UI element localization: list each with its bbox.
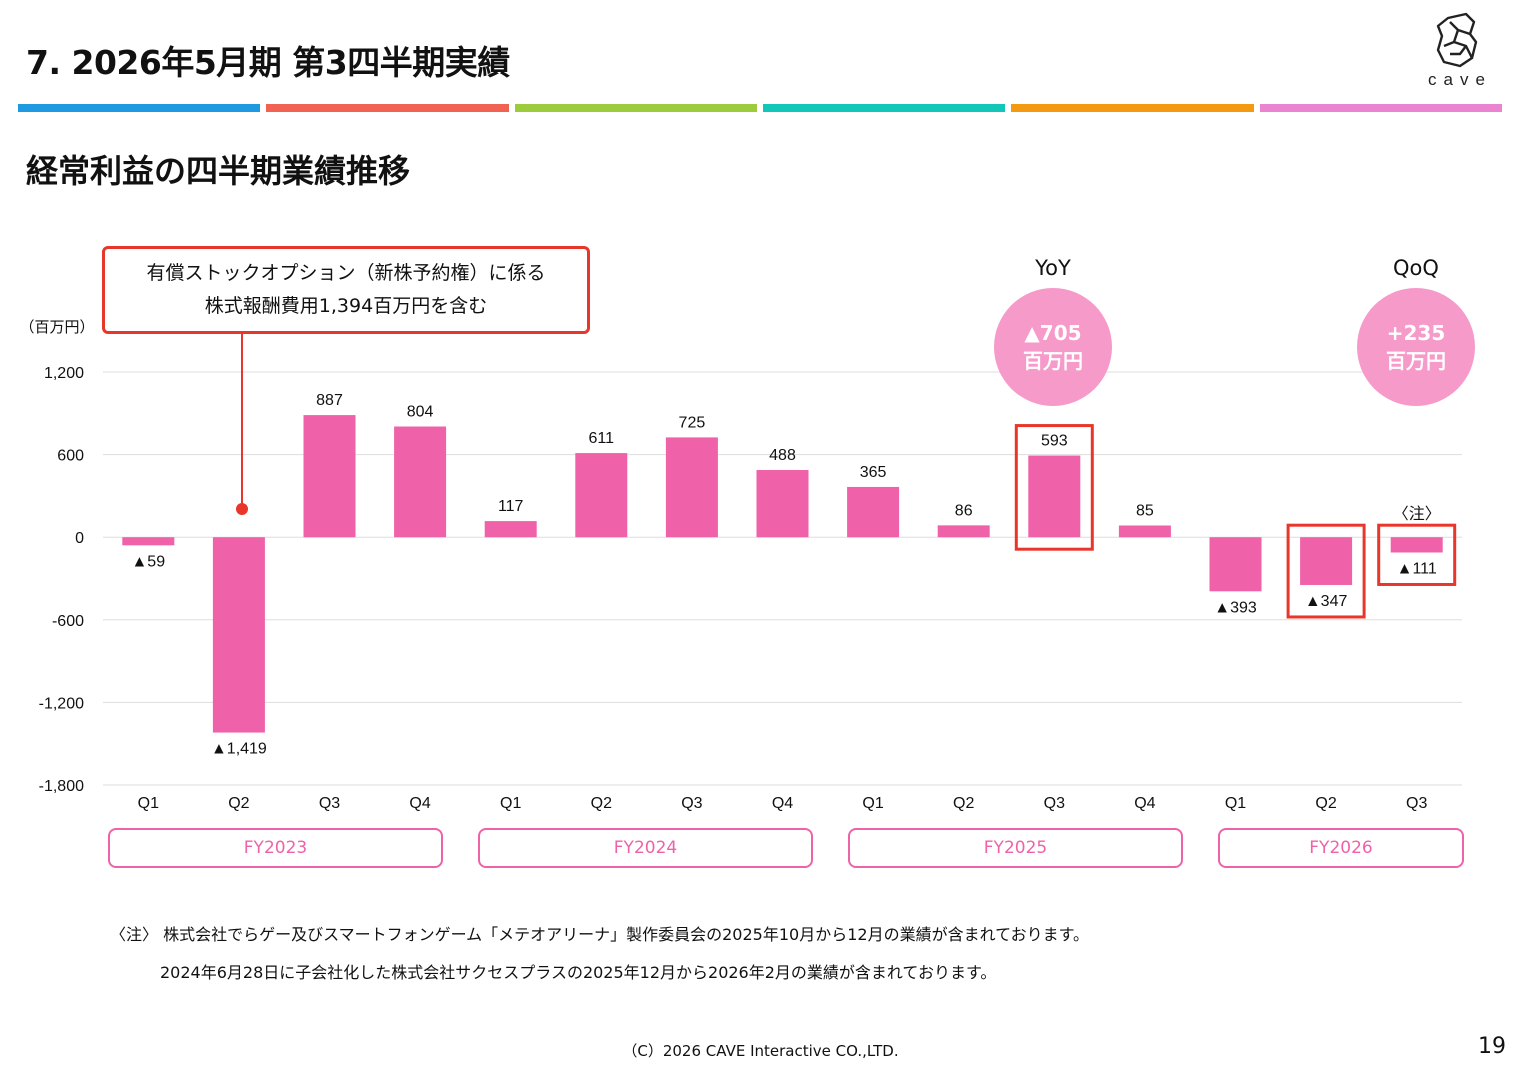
cave-logo-mark-icon bbox=[1436, 12, 1478, 68]
yoy-bubble: ▲705 百万円 bbox=[994, 288, 1112, 406]
y-tick-label: 1,200 bbox=[44, 365, 84, 382]
x-tick-label: Q1 bbox=[500, 795, 521, 812]
yoy-value: ▲705 bbox=[1024, 321, 1082, 345]
bar bbox=[212, 537, 265, 733]
fy-box-2025: FY2025 bbox=[848, 828, 1183, 868]
fy-box-2023: FY2023 bbox=[108, 828, 443, 868]
fy-box-2024: FY2024 bbox=[478, 828, 813, 868]
x-tick-label: Q1 bbox=[138, 795, 159, 812]
y-tick-label: -1,200 bbox=[39, 695, 84, 712]
color-bar-segment bbox=[762, 104, 1006, 112]
qoq-unit: 百万円 bbox=[1386, 349, 1446, 373]
color-bar bbox=[18, 104, 1502, 112]
highlight-box bbox=[1377, 523, 1457, 586]
callout-line-2: 株式報酬費用1,394百万円を含む bbox=[204, 295, 488, 317]
y-axis-unit-label: （百万円） bbox=[19, 319, 94, 336]
yoy-unit: 百万円 bbox=[1023, 349, 1083, 373]
x-tick-label: Q1 bbox=[862, 795, 883, 812]
y-tick-label: -1,800 bbox=[39, 778, 84, 795]
bar bbox=[394, 426, 447, 538]
bar-value-label: ▲59 bbox=[131, 553, 165, 570]
bar bbox=[1028, 455, 1081, 538]
slide-title: 7. 2026年5月期 第3四半期実績 bbox=[26, 43, 510, 82]
stock-option-callout: 有償ストックオプション（新株予約権）に係る 株式報酬費用1,394百万円を含む bbox=[102, 246, 590, 334]
note-marker-label: 〈注〉 bbox=[1393, 505, 1441, 523]
bar bbox=[1209, 537, 1262, 592]
bar-value-label: 488 bbox=[769, 447, 796, 464]
bar-value-label: 804 bbox=[407, 404, 434, 421]
footnote-line-1: 〈注〉 株式会社でらゲー及びスマートフォンゲーム「メテオアリーナ」製作委員会の2… bbox=[110, 925, 1090, 944]
fy-box-2026: FY2026 bbox=[1218, 828, 1464, 868]
bar-value-label: ▲347 bbox=[1305, 593, 1348, 610]
slide-subtitle: 経常利益の四半期業績推移 bbox=[26, 152, 411, 190]
bar-value-label: ▲393 bbox=[1214, 599, 1257, 616]
color-bar-segment bbox=[1011, 104, 1254, 112]
y-tick-label: 0 bbox=[75, 530, 84, 547]
bar-value-label: 593 bbox=[1041, 433, 1068, 450]
color-bar-segment bbox=[514, 104, 757, 112]
qoq-title: QoQ bbox=[1393, 256, 1439, 280]
highlight-box bbox=[1014, 424, 1094, 551]
bar-value-label: ▲1,419 bbox=[211, 741, 267, 758]
callout-line-1: 有償ストックオプション（新株予約権）に係る bbox=[146, 262, 546, 284]
bar bbox=[665, 437, 718, 538]
cave-logo: cave bbox=[1420, 12, 1500, 96]
bar-value-label: 86 bbox=[955, 502, 973, 519]
bar bbox=[122, 537, 175, 546]
y-tick-label: -600 bbox=[52, 613, 84, 630]
y-tick-label: 600 bbox=[57, 448, 84, 465]
bar-value-label: 117 bbox=[498, 498, 524, 515]
bar bbox=[756, 470, 809, 538]
x-tick-label: Q4 bbox=[409, 795, 430, 812]
copyright: （C）2026 CAVE Interactive CO.,LTD. bbox=[622, 1042, 899, 1060]
bar bbox=[1118, 525, 1171, 538]
highlight-box bbox=[1286, 523, 1366, 619]
x-tick-label: Q4 bbox=[1134, 795, 1155, 812]
bar-value-label: ▲111 bbox=[1397, 560, 1437, 577]
color-bar-segment bbox=[1259, 104, 1502, 112]
qoq-bubble: +235 百万円 bbox=[1357, 288, 1475, 406]
callout-connector-dot bbox=[236, 503, 248, 515]
bar bbox=[847, 486, 900, 538]
color-bar-segment bbox=[266, 104, 509, 112]
bar bbox=[303, 415, 356, 538]
x-tick-label: Q3 bbox=[1044, 795, 1065, 812]
bar bbox=[575, 453, 628, 538]
bar-value-label: 887 bbox=[316, 392, 343, 409]
qoq-value: +235 bbox=[1386, 321, 1446, 345]
page-number: 19 bbox=[1478, 1034, 1506, 1059]
yoy-title: YoY bbox=[1035, 256, 1071, 280]
bar bbox=[1390, 537, 1443, 553]
logo-text: cave bbox=[1428, 70, 1492, 89]
x-tick-label: Q2 bbox=[228, 795, 249, 812]
color-bar-segment bbox=[18, 104, 261, 112]
x-tick-label: Q1 bbox=[1225, 795, 1246, 812]
bar-value-label: 85 bbox=[1136, 502, 1154, 519]
x-tick-label: Q3 bbox=[681, 795, 702, 812]
x-tick-label: Q3 bbox=[1406, 795, 1427, 812]
x-tick-label: Q4 bbox=[772, 795, 793, 812]
bar bbox=[1300, 537, 1353, 585]
bar bbox=[484, 521, 537, 538]
x-tick-label: Q3 bbox=[319, 795, 340, 812]
bar-value-label: 365 bbox=[860, 464, 887, 481]
x-tick-label: Q2 bbox=[591, 795, 612, 812]
footnote-line-2: 2024年6月28日に子会社化した株式会社サクセスプラスの2025年12月から2… bbox=[160, 963, 997, 982]
bar-value-label: 725 bbox=[679, 414, 706, 431]
x-tick-label: Q2 bbox=[1315, 795, 1336, 812]
bar-value-label: 611 bbox=[589, 430, 615, 447]
x-tick-label: Q2 bbox=[953, 795, 974, 812]
bar bbox=[937, 525, 990, 538]
